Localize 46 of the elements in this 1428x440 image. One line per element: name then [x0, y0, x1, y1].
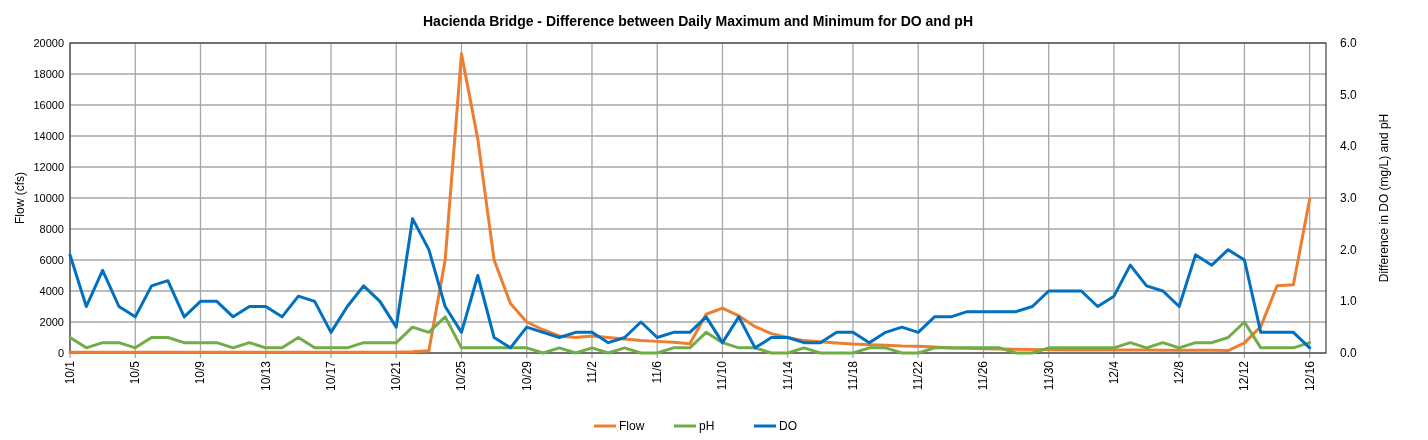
y2-tick-label: 6.0 [1340, 36, 1358, 50]
x-tick-label: 12/12 [1237, 360, 1252, 392]
legend-label: DO [779, 419, 797, 433]
chart-title: Hacienda Bridge - Difference between Daily Maximum and Minimum for DO and pH [423, 13, 973, 29]
y-tick-label: 20000 [33, 37, 64, 49]
x-tick-label: 10/9 [193, 360, 208, 385]
y-tick-label: 2000 [39, 316, 64, 328]
y2-tick-label: 5.0 [1340, 87, 1358, 102]
y2-tick-label: 3.0 [1340, 191, 1358, 205]
y2-tick-label: 2.0 [1340, 242, 1358, 257]
x-tick-label: 10/21 [389, 360, 404, 392]
x-tick-label: 10/25 [454, 360, 469, 392]
line-series [68, 315, 1312, 355]
y-tick-label: 8000 [39, 223, 64, 235]
x-tick-label: 11/22 [911, 360, 926, 391]
x-tick-label: 11/18 [845, 360, 860, 391]
x-tick-label: 11/2 [584, 360, 599, 384]
x-tick-label: 11/14 [780, 360, 795, 391]
x-tick-label: 10/29 [519, 360, 534, 392]
x-tick-label: 12/4 [1106, 360, 1121, 385]
y2-tick-label: 0.0 [1340, 346, 1358, 360]
x-tick-label: 10/5 [128, 360, 143, 385]
y-tick-label: 16000 [33, 99, 64, 111]
y-tick-label: 4000 [39, 285, 64, 297]
line-series [68, 217, 1312, 350]
y-tick-label: 6000 [39, 254, 64, 266]
x-tick-label: 11/26 [976, 360, 991, 391]
y2-axis-title: Difference in DO (mg/L) and pH [1377, 113, 1391, 283]
y-axis-title: Flow (cfs) [13, 172, 27, 224]
x-tick-label: 11/6 [650, 360, 665, 384]
x-tick-label: 10/13 [258, 360, 273, 392]
x-tick-label: 10/17 [323, 360, 338, 392]
legend-label: pH [699, 419, 715, 433]
y-tick-label: 14000 [33, 130, 64, 142]
x-tick-label: 11/10 [715, 360, 730, 391]
y2-tick-label: 1.0 [1340, 294, 1358, 309]
x-tick-label: 12/16 [1302, 360, 1317, 392]
y-tick-label: 18000 [33, 68, 64, 80]
y-tick-label: 12000 [33, 161, 64, 173]
y-tick-label: 10000 [33, 192, 64, 204]
y-tick-label: 0 [57, 347, 64, 359]
x-tick-label: 12/8 [1172, 360, 1187, 385]
x-tick-label: 11/30 [1041, 360, 1056, 391]
legend-label: Flow [619, 419, 645, 433]
y2-tick-label: 4.0 [1340, 139, 1358, 154]
x-tick-label: 10/1 [63, 360, 77, 385]
